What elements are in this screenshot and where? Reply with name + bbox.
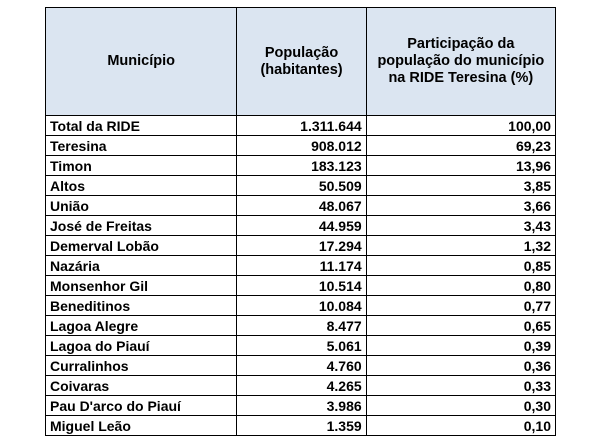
cell-populacao: 183.123 [236, 155, 367, 176]
table-row: Lagoa do Piauí 5.061 0,39 [44, 335, 557, 356]
header-municipio: Município [44, 7, 238, 116]
table-row: Teresina 908.012 69,23 [44, 135, 557, 156]
cell-participacao: 0,10 [365, 415, 557, 436]
cell-municipio: José de Freitas [44, 215, 238, 236]
cell-participacao: 1,32 [365, 235, 557, 256]
cell-participacao: 3,43 [365, 215, 557, 236]
cell-participacao: 0,33 [365, 375, 557, 396]
table-row: Lagoa Alegre 8.477 0,65 [44, 315, 557, 336]
cell-populacao: 3.986 [236, 395, 367, 416]
cell-populacao: 10.084 [236, 295, 367, 316]
cell-participacao: 3,66 [365, 195, 557, 216]
cell-municipio: Altos [44, 175, 238, 196]
cell-municipio: Beneditinos [44, 295, 238, 316]
cell-municipio: União [44, 195, 238, 216]
cell-municipio: Curralinhos [44, 355, 238, 376]
cell-municipio: Nazária [44, 255, 238, 276]
cell-participacao: 0,39 [365, 335, 557, 356]
cell-participacao: 0,80 [365, 275, 557, 296]
cell-participacao: 0,77 [365, 295, 557, 316]
cell-participacao: 0,65 [365, 315, 557, 336]
cell-municipio: Pau D'arco do Piauí [44, 395, 238, 416]
cell-participacao: 0,30 [365, 395, 557, 416]
table-row: União 48.067 3,66 [44, 195, 557, 216]
cell-populacao: 50.509 [236, 175, 367, 196]
cell-municipio: Teresina [44, 135, 238, 156]
cell-participacao: 0,36 [365, 355, 557, 376]
total-municipio: Total da RIDE [44, 115, 238, 136]
cell-populacao: 10.514 [236, 275, 367, 296]
header-participacao: Participação da população do município n… [365, 7, 557, 116]
cell-populacao: 17.294 [236, 235, 367, 256]
cell-participacao: 3,85 [365, 175, 557, 196]
cell-populacao: 44.959 [236, 215, 367, 236]
table-row: Coivaras 4.265 0,33 [44, 375, 557, 396]
header-row: Município População (habitantes) Partici… [44, 7, 557, 116]
table-row: Beneditinos 10.084 0,77 [44, 295, 557, 316]
cell-municipio: Timon [44, 155, 238, 176]
table-row: Nazária 11.174 0,85 [44, 255, 557, 276]
total-populacao: 1.311.644 [236, 115, 367, 136]
cell-populacao: 4.760 [236, 355, 367, 376]
table-row: Miguel Leão 1.359 0,10 [44, 415, 557, 436]
header-populacao: População (habitantes) [236, 7, 367, 116]
cell-populacao: 11.174 [236, 255, 367, 276]
table-row: Pau D'arco do Piauí 3.986 0,30 [44, 395, 557, 416]
cell-municipio: Demerval Lobão [44, 235, 238, 256]
cell-municipio: Miguel Leão [44, 415, 238, 436]
cell-participacao: 13,96 [365, 155, 557, 176]
table-row: Demerval Lobão 17.294 1,32 [44, 235, 557, 256]
cell-municipio: Lagoa do Piauí [44, 335, 238, 356]
table-row: Curralinhos 4.760 0,36 [44, 355, 557, 376]
cell-populacao: 4.265 [236, 375, 367, 396]
cell-populacao: 48.067 [236, 195, 367, 216]
cell-populacao: 8.477 [236, 315, 367, 336]
table-body: Total da RIDE 1.311.644 100,00 Teresina 9… [44, 115, 557, 436]
table-row: José de Freitas 44.959 3,43 [44, 215, 557, 236]
table-row: Monsenhor Gil 10.514 0,80 [44, 275, 557, 296]
cell-municipio: Monsenhor Gil [44, 275, 238, 296]
table-row: Timon 183.123 13,96 [44, 155, 557, 176]
cell-populacao: 1.359 [236, 415, 367, 436]
cell-municipio: Lagoa Alegre [44, 315, 238, 336]
cell-participacao: 69,23 [365, 135, 557, 156]
cell-participacao: 0,85 [365, 255, 557, 276]
population-table: Município População (habitantes) Partici… [44, 7, 557, 436]
cell-municipio: Coivaras [44, 375, 238, 396]
cell-populacao: 5.061 [236, 335, 367, 356]
cell-populacao: 908.012 [236, 135, 367, 156]
total-row: Total da RIDE 1.311.644 100,00 [44, 115, 557, 136]
table-row: Altos 50.509 3,85 [44, 175, 557, 196]
total-participacao: 100,00 [365, 115, 557, 136]
